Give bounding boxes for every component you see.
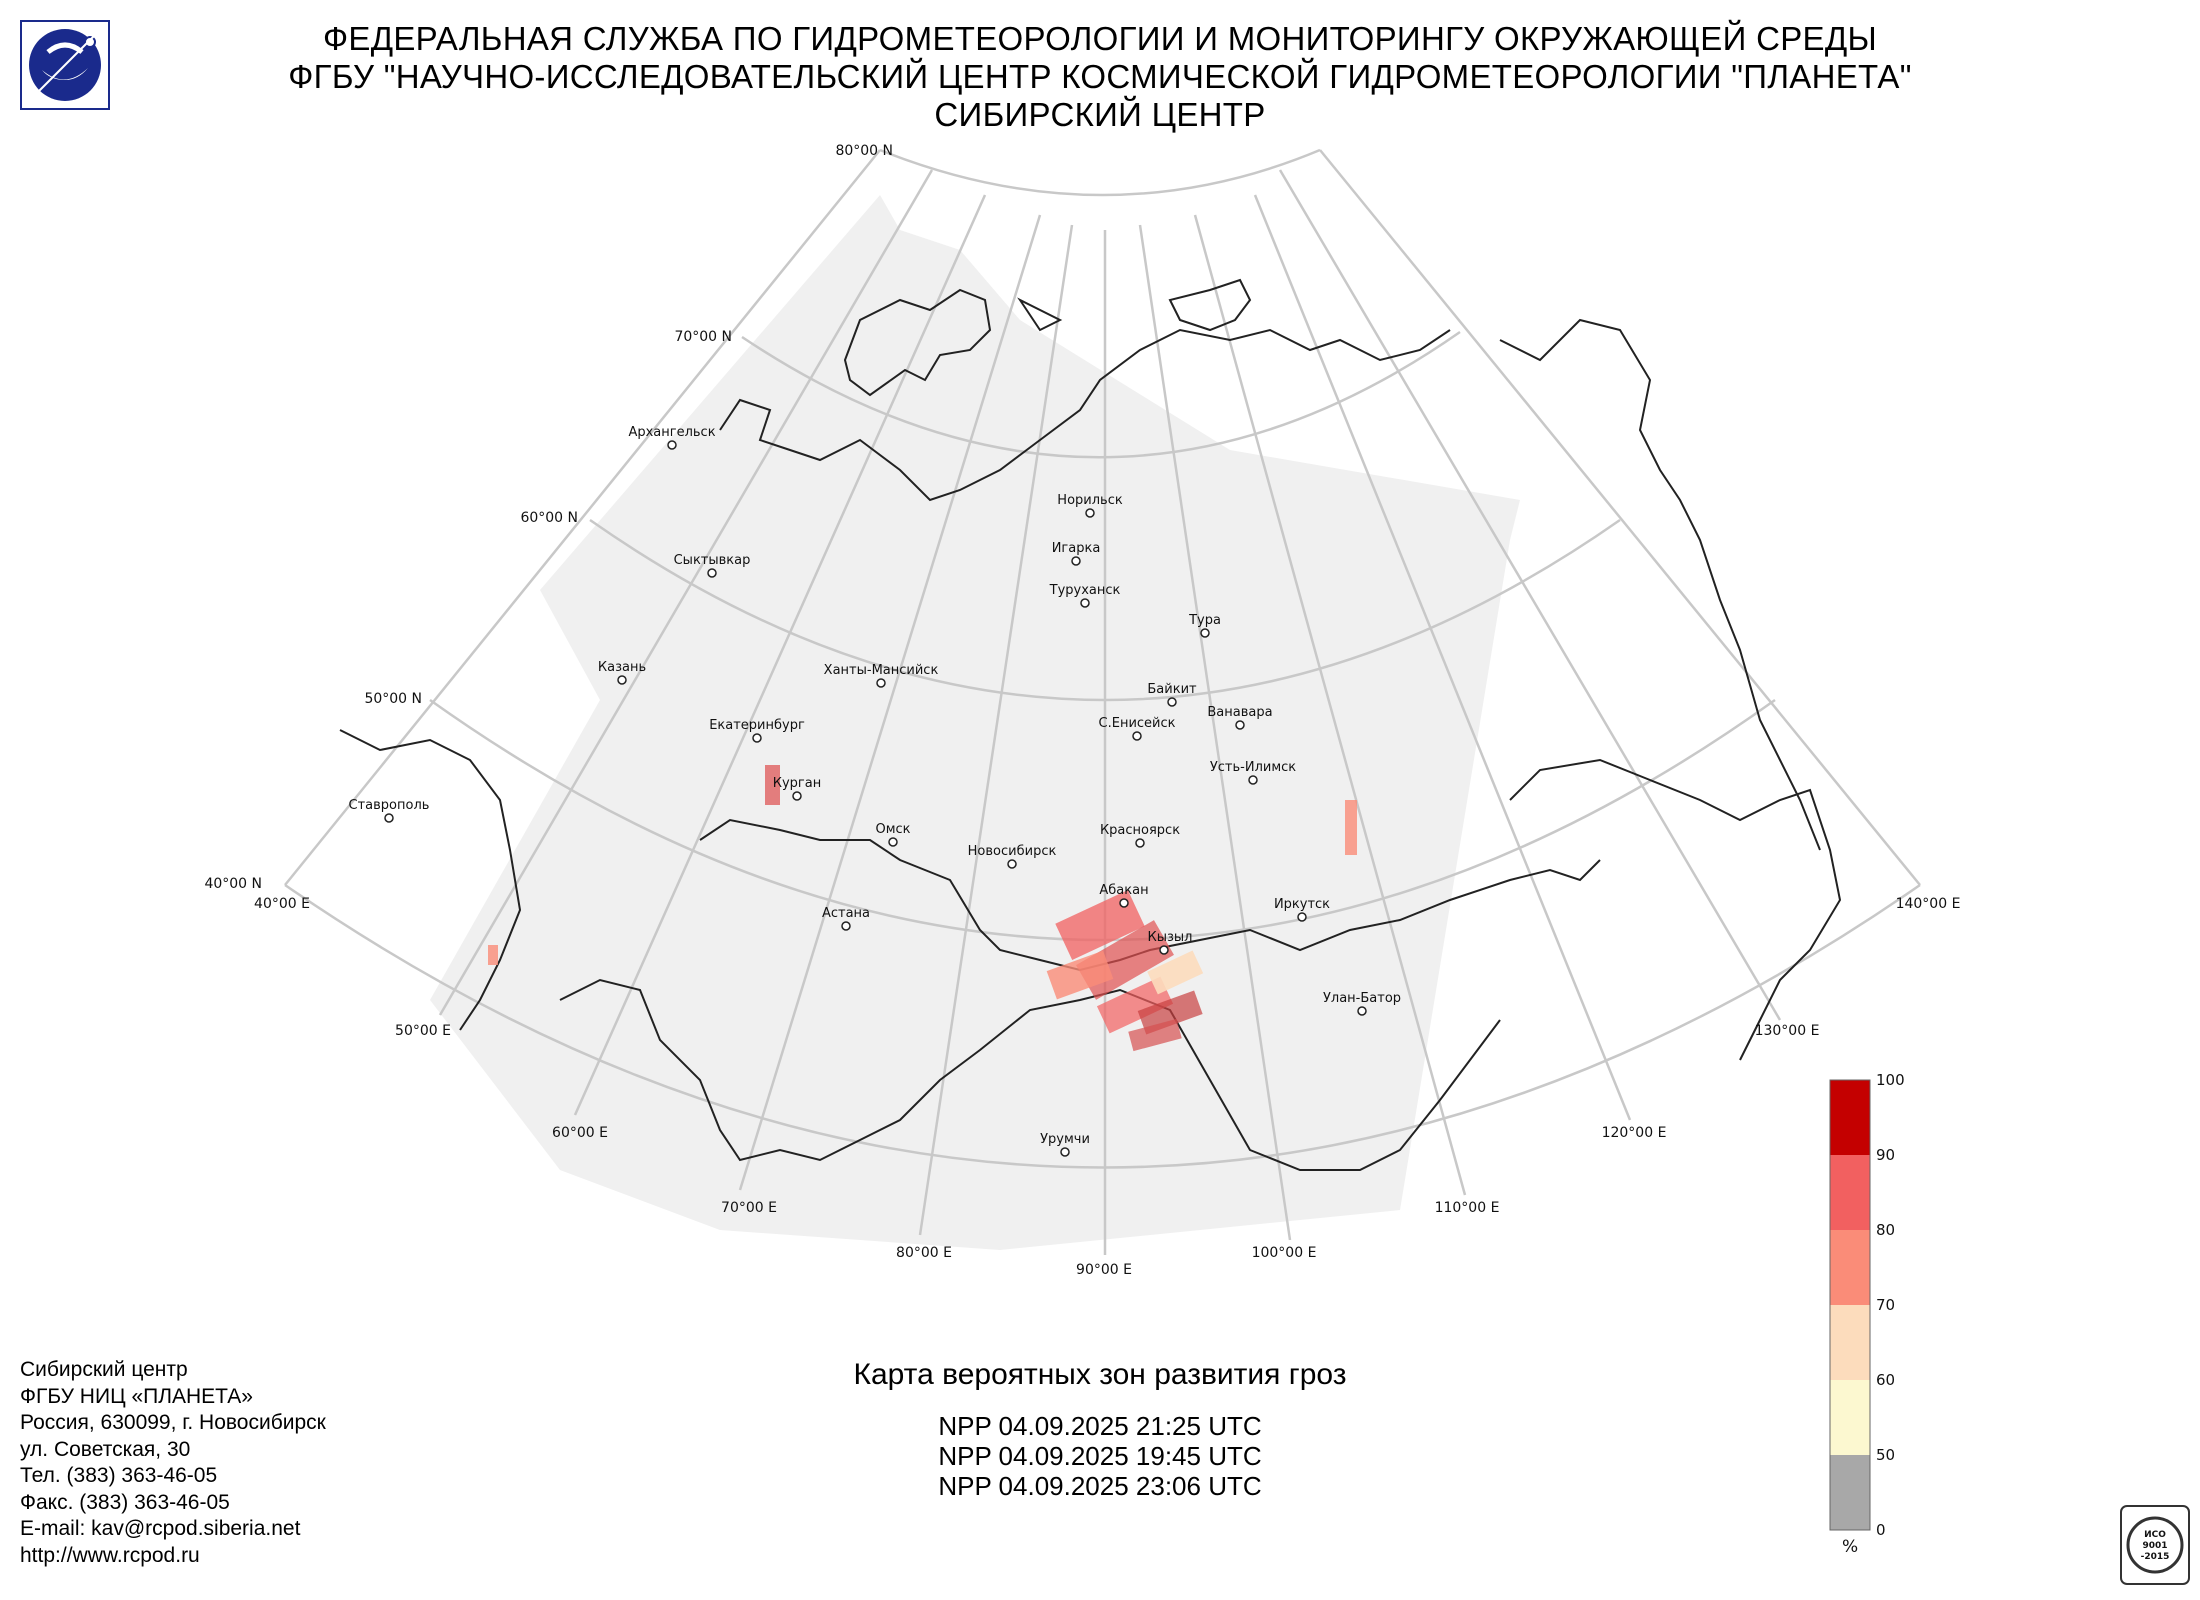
city-label: Новосибирск xyxy=(968,844,1057,859)
city-label: Ставрополь xyxy=(349,798,430,813)
legend-tick: 100 xyxy=(1876,1071,1905,1089)
map-caption: Карта вероятных зон развития гроз NPP 04… xyxy=(700,1355,1500,1501)
city-label: Красноярск xyxy=(1100,823,1180,838)
city-label: Норильск xyxy=(1057,493,1123,508)
city-label: Туруханск xyxy=(1049,583,1121,598)
legend-tick: 0 xyxy=(1876,1521,1886,1539)
city-label: Кызыл xyxy=(1148,930,1193,945)
header: ФЕДЕРАЛЬНАЯ СЛУЖБА ПО ГИДРОМЕТЕОРОЛОГИИ … xyxy=(0,20,2200,134)
lat-label: 80°00 N xyxy=(835,143,893,159)
pass-time: NPP 04.09.2025 21:25 UTC xyxy=(938,1411,1262,1441)
lon-label: 90°00 E xyxy=(1076,1262,1132,1278)
iso-certification-badge: ИСО 9001 -2015 xyxy=(2120,1505,2190,1585)
latitude-labels: 80°00 N 70°00 N 60°00 N 50°00 N 40°00 N xyxy=(204,143,893,892)
lon-label: 80°00 E xyxy=(896,1245,952,1261)
legend-tick: 50 xyxy=(1876,1446,1895,1464)
contact-info: Сибирский центр ФГБУ НИЦ «ПЛАНЕТА» Росси… xyxy=(20,1357,326,1569)
graticule xyxy=(284,148,1921,1255)
city-label: Усть-Илимск xyxy=(1210,760,1296,775)
city-label: Ханты-Мансийск xyxy=(824,663,939,678)
lon-label: 130°00 E xyxy=(1755,1023,1820,1039)
lat-label: 50°00 N xyxy=(364,691,422,707)
city-label: Абакан xyxy=(1099,883,1148,898)
city-label: Байкит xyxy=(1147,682,1197,697)
header-line-1: ФЕДЕРАЛЬНАЯ СЛУЖБА ПО ГИДРОМЕТЕОРОЛОГИИ … xyxy=(323,20,1877,57)
lon-label: 40°00 E xyxy=(254,896,310,912)
satellite-coverage-area xyxy=(430,195,1520,1250)
city-label: Ванавара xyxy=(1207,705,1272,720)
lon-label: 110°00 E xyxy=(1435,1200,1500,1216)
city-label: Иркутск xyxy=(1274,897,1330,912)
contact-email: E-mail: kav@rcpod.siberia.net xyxy=(20,1517,301,1540)
lon-label: 120°00 E xyxy=(1602,1125,1667,1141)
legend-tick: 60 xyxy=(1876,1371,1895,1389)
city-label: Омск xyxy=(875,822,910,837)
contact-line: ул. Советская, 30 xyxy=(20,1437,191,1461)
thunderstorm-cells xyxy=(488,765,1357,1052)
lon-label: 50°00 E xyxy=(395,1023,451,1039)
pass-time: NPP 04.09.2025 19:45 UTC xyxy=(938,1441,1262,1471)
header-line-2: ФГБУ "НАУЧНО-ИССЛЕДОВАТЕЛЬСКИЙ ЦЕНТР КОС… xyxy=(288,58,1912,95)
city-label: Игарка xyxy=(1052,541,1101,556)
legend-unit: % xyxy=(1842,1537,1858,1557)
lat-label: 40°00 N xyxy=(204,876,262,892)
city-labels: Архангельск Норильск Игарка Туруханск Сы… xyxy=(349,425,1401,1147)
iso-line: -2015 xyxy=(2141,1552,2170,1562)
contact-line: Тел. (383) 363-46-05 xyxy=(20,1464,218,1487)
contact-line: ФГБУ НИЦ «ПЛАНЕТА» xyxy=(20,1384,253,1408)
coastlines-and-borders xyxy=(339,278,1842,1171)
legend-tick: 90 xyxy=(1876,1146,1895,1164)
pass-time: NPP 04.09.2025 23:06 UTC xyxy=(938,1471,1262,1501)
iso-line: ИСО xyxy=(2144,1530,2166,1540)
satellite-passes: NPP 04.09.2025 21:25 UTC NPP 04.09.2025 … xyxy=(700,1411,1500,1501)
header-line-3: СИБИРСКИЙ ЦЕНТР xyxy=(934,96,1266,133)
city-label: Екатеринбург xyxy=(709,718,805,733)
legend-tick: 70 xyxy=(1876,1296,1895,1314)
city-label: Тура xyxy=(1188,613,1221,628)
contact-line: Факс. (383) 363-46-05 xyxy=(20,1490,230,1514)
longitude-labels: 40°00 E 50°00 E 60°00 E 70°00 E 80°00 E … xyxy=(254,896,1960,1278)
city-label: Архангельск xyxy=(628,425,715,440)
probability-colorbar: 100 90 80 70 60 50 0 % xyxy=(1829,1071,1905,1557)
lat-label: 70°00 N xyxy=(674,329,732,345)
city-label: С.Енисейск xyxy=(1099,716,1176,731)
city-markers xyxy=(384,440,1367,1157)
city-label: Урумчи xyxy=(1040,1132,1090,1147)
lon-label: 60°00 E xyxy=(552,1125,608,1141)
city-label: Астана xyxy=(822,906,870,921)
contact-website: http://www.rcpod.ru xyxy=(20,1543,200,1567)
city-label: Улан-Батор xyxy=(1323,991,1401,1006)
contact-line: Россия, 630099, г. Новосибирск xyxy=(20,1411,326,1434)
map-title: Карта вероятных зон развития гроз xyxy=(853,1358,1347,1391)
city-label: Курган xyxy=(773,776,821,791)
planeta-logo-icon xyxy=(20,20,110,110)
lon-label: 140°00 E xyxy=(1896,896,1961,912)
contact-line: Сибирский центр xyxy=(20,1358,188,1381)
city-label: Сыктывкар xyxy=(674,553,751,568)
lon-label: 70°00 E xyxy=(721,1200,777,1216)
city-label: Казань xyxy=(598,660,646,675)
lat-label: 60°00 N xyxy=(520,510,578,526)
iso-line: 9001 xyxy=(2142,1541,2167,1551)
legend-tick: 80 xyxy=(1876,1221,1895,1239)
lon-label: 100°00 E xyxy=(1252,1245,1317,1261)
